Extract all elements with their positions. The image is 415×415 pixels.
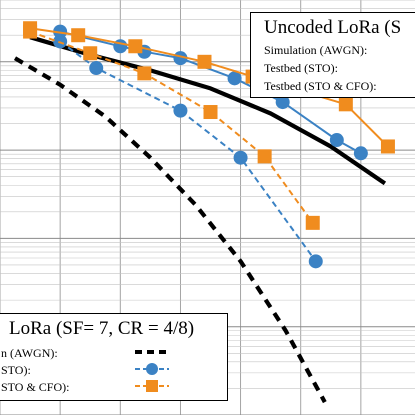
data-point-uncoded-2-3 [197,54,212,69]
data-point-uncoded-1-5 [275,95,290,110]
data-point-uncoded-2-6 [380,139,395,154]
series-line-coded-5 [29,30,314,224]
legend-uncoded: Uncoded LoRa (S Simulation (AWGN): Testb… [250,12,415,98]
data-point-uncoded-2-1 [71,28,86,43]
legend-coded-entry-sto-cfo: STO & CFO): [1,380,70,394]
data-point-coded-4-4 [308,254,323,269]
data-point-coded-4-1 [89,61,104,76]
data-point-coded-5-4 [257,149,272,164]
legend-uncoded-entry-awgn: Simulation (AWGN): [264,43,368,57]
data-point-uncoded-1-7 [353,146,368,161]
data-point-uncoded-1-1 [113,39,128,54]
data-point-coded-5-1 [83,46,98,61]
series-line-coded-3 [13,56,327,404]
series-layer [13,21,395,404]
data-point-coded-4-2 [173,103,188,118]
data-point-coded-5-0 [23,24,38,39]
data-point-coded-5-5 [305,215,320,230]
legend-uncoded-title: Uncoded LoRa (S [264,17,402,38]
legend-sample-marker-2 [146,380,158,392]
legend-coded: LoRa (SF= 7, CR = 4/8) n (AWGN): STO): S… [0,313,228,401]
legend-coded-entry-awgn: n (AWGN): [1,346,58,360]
data-point-coded-4-3 [233,150,248,165]
data-point-uncoded-2-2 [128,39,143,54]
legend-sample-marker-1 [146,363,158,375]
data-point-coded-5-2 [137,66,152,81]
legend-uncoded-entry-sto-cfo: Testbed (STO & CFO): [264,79,377,93]
data-point-uncoded-1-6 [329,133,344,148]
data-point-uncoded-2-5 [338,97,353,112]
legend-uncoded-entry-sto: Testbed (STO): [264,61,338,75]
data-point-uncoded-1-4 [227,71,242,86]
legend-coded-entry-sto: STO): [1,363,31,377]
data-point-coded-5-3 [203,105,218,120]
legend-coded-title: LoRa (SF= 7, CR = 4/8) [9,318,195,339]
legend-coded-samples [135,350,169,392]
